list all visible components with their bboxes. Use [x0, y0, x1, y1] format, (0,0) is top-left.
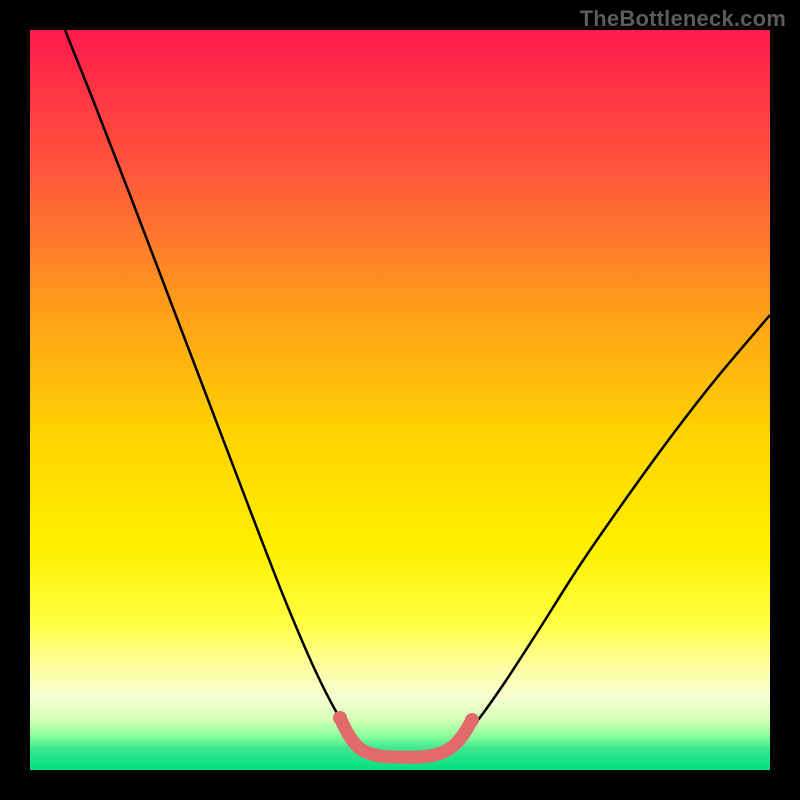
optimal-range-end-dot [465, 713, 479, 727]
watermark-text: TheBottleneck.com [580, 6, 786, 32]
optimal-range-start-dot [333, 711, 347, 725]
bottleneck-chart [0, 0, 800, 800]
chart-frame: TheBottleneck.com [0, 0, 800, 800]
chart-background-gradient [30, 30, 770, 770]
